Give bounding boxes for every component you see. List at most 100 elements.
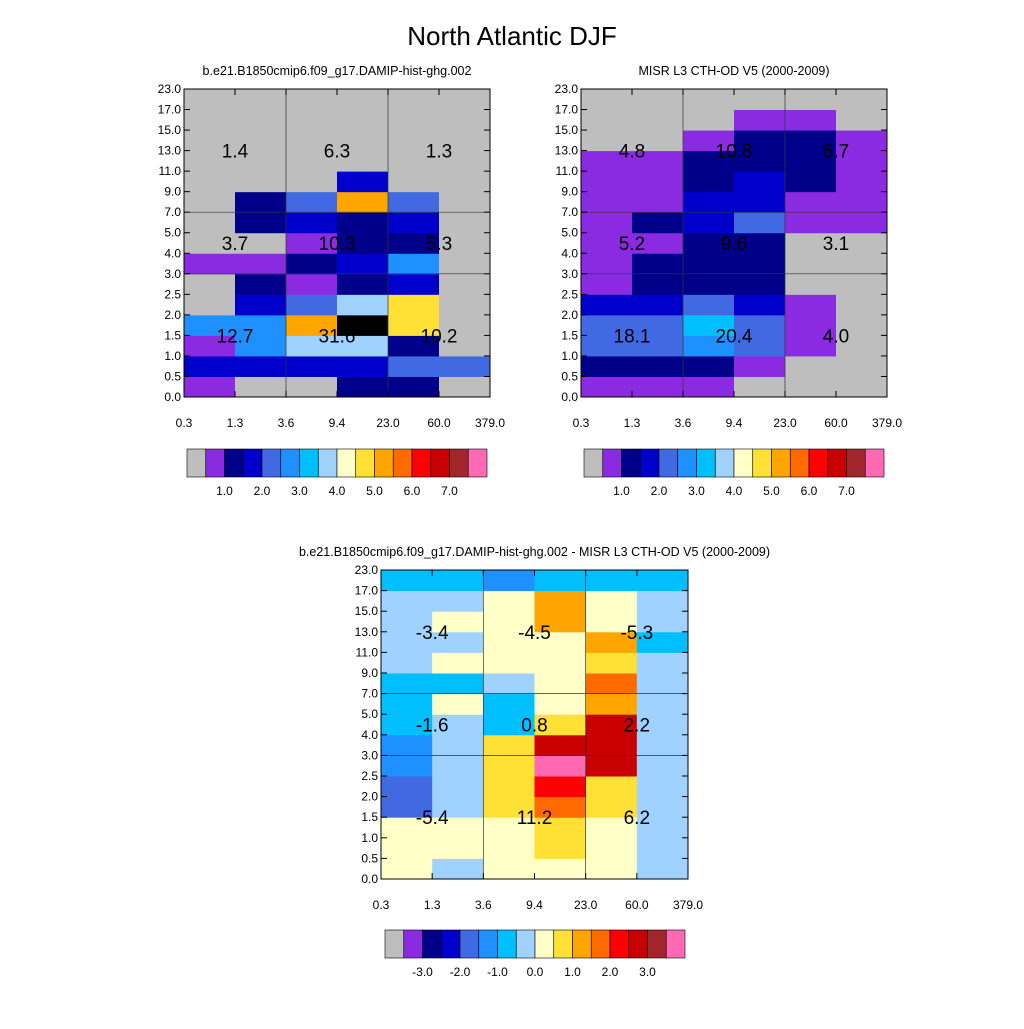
heatmap-cell bbox=[235, 130, 287, 152]
x-tick-label: 0.3 bbox=[176, 416, 193, 430]
heatmap-cell bbox=[581, 294, 633, 316]
heatmap-cell bbox=[534, 755, 587, 777]
region-value-label: 3.7 bbox=[222, 234, 248, 255]
heatmap-cell bbox=[432, 693, 484, 715]
colorbar-label: 3.0 bbox=[688, 484, 705, 498]
y-tick-label: 11.0 bbox=[159, 164, 182, 178]
y-tick-label: 0.0 bbox=[561, 390, 578, 404]
heatmap-cell bbox=[585, 796, 638, 818]
heatmap-cell bbox=[381, 755, 433, 777]
heatmap-cell bbox=[636, 693, 689, 715]
heatmap-cell bbox=[388, 253, 440, 275]
heatmap-cell bbox=[632, 273, 684, 295]
heatmap-cell bbox=[581, 89, 633, 111]
heatmap-cell bbox=[534, 776, 587, 798]
x-tick-label: 1.3 bbox=[227, 416, 244, 430]
colorbar-swatch bbox=[583, 448, 604, 478]
heatmap-cell bbox=[585, 837, 638, 859]
heatmap-cell bbox=[534, 611, 587, 633]
heatmap-cell bbox=[585, 611, 638, 633]
heatmap-cell bbox=[337, 212, 389, 234]
heatmap-cell bbox=[483, 590, 535, 612]
region-value-label: 10.8 bbox=[716, 142, 753, 163]
colorbar-swatch bbox=[752, 448, 772, 478]
colorbar-swatch bbox=[336, 448, 357, 478]
colorbar-swatch bbox=[534, 929, 555, 959]
region-value-label: 3.1 bbox=[823, 234, 849, 255]
x-tick-label: 1.3 bbox=[424, 898, 441, 912]
colorbar-swatch bbox=[714, 448, 735, 478]
colorbar-label: 6.0 bbox=[801, 484, 818, 498]
colorbar-swatch bbox=[478, 929, 498, 959]
colorbar-label: 5.0 bbox=[763, 484, 780, 498]
heatmap-cell bbox=[286, 253, 338, 275]
heatmap-cell bbox=[636, 570, 689, 592]
heatmap-cell bbox=[585, 776, 638, 798]
heatmap-cell bbox=[683, 89, 735, 111]
heatmap-cell bbox=[337, 273, 389, 295]
y-tick-label: 2.0 bbox=[561, 308, 578, 322]
colorbar-swatch bbox=[497, 929, 517, 959]
heatmap-cell bbox=[632, 253, 684, 275]
heatmap-cell bbox=[388, 109, 440, 131]
heatmap-cell bbox=[337, 109, 389, 131]
heatmap-cell bbox=[785, 273, 837, 295]
region-value-label: 1.4 bbox=[222, 142, 249, 163]
heatmap-cell bbox=[388, 232, 440, 254]
heatmap-cell bbox=[581, 232, 633, 254]
heatmap-cell bbox=[432, 652, 484, 674]
heatmap-cell bbox=[235, 171, 287, 193]
y-tick-label: 4.0 bbox=[561, 246, 578, 260]
colorbar-label: 3.0 bbox=[291, 484, 308, 498]
heatmap-cell bbox=[286, 130, 338, 152]
heatmap-cell bbox=[534, 858, 587, 880]
heatmap-cell bbox=[836, 150, 888, 172]
y-tick-label: 1.0 bbox=[561, 349, 578, 363]
y-tick-label: 5.0 bbox=[561, 226, 578, 240]
heatmap-cell bbox=[636, 837, 689, 859]
colorbar-label: 5.0 bbox=[366, 484, 383, 498]
y-tick-label: 11.0 bbox=[356, 645, 379, 659]
y-tick-label: 15.0 bbox=[355, 604, 379, 618]
heatmap-cell bbox=[388, 355, 440, 377]
colorbar-swatch bbox=[602, 448, 622, 478]
colorbar-label: 2.0 bbox=[254, 484, 271, 498]
colorbar-swatch bbox=[515, 929, 536, 959]
heatmap-cell bbox=[581, 376, 633, 398]
heatmap-cell bbox=[585, 693, 638, 715]
heatmap-cell bbox=[632, 314, 684, 336]
y-tick-label: 9.0 bbox=[164, 185, 181, 199]
heatmap-cell bbox=[184, 232, 236, 254]
heatmap-cell bbox=[337, 253, 389, 275]
colorbar-swatch bbox=[808, 448, 829, 478]
heatmap-cell bbox=[632, 130, 684, 152]
colorbar-swatch bbox=[846, 448, 866, 478]
panel-title: MISR L3 CTH-OD V5 (2000-2009) bbox=[638, 64, 829, 78]
heatmap-cell bbox=[388, 335, 440, 357]
heatmap-cell bbox=[184, 294, 236, 316]
colorbar-swatch bbox=[827, 448, 847, 478]
heatmap-cell bbox=[337, 171, 389, 193]
colorbar-swatch bbox=[430, 448, 450, 478]
heatmap-cell bbox=[632, 232, 684, 254]
region-value-label: 10.3 bbox=[319, 234, 356, 255]
colorbar-swatch bbox=[280, 448, 300, 478]
y-tick-label: 0.5 bbox=[164, 369, 181, 383]
y-tick-label: 2.5 bbox=[561, 287, 578, 301]
heatmap-cell bbox=[632, 376, 684, 398]
heatmap-cell bbox=[483, 631, 535, 653]
heatmap-cell bbox=[836, 376, 888, 398]
heatmap-cell bbox=[381, 652, 433, 674]
y-tick-label: 2.5 bbox=[164, 287, 181, 301]
heatmap-cell bbox=[683, 191, 735, 213]
y-tick-label: 13.0 bbox=[555, 144, 579, 158]
heatmap-cell bbox=[734, 253, 786, 275]
region-value-label: -5.3 bbox=[620, 623, 653, 644]
heatmap-cell bbox=[836, 294, 888, 316]
colorbar-label: 6.0 bbox=[404, 484, 421, 498]
heatmap-cell bbox=[534, 652, 587, 674]
heatmap-cell bbox=[439, 253, 491, 275]
heatmap-cell bbox=[483, 693, 535, 715]
y-tick-label: 23.0 bbox=[555, 82, 579, 96]
heatmap-cell bbox=[683, 232, 735, 254]
